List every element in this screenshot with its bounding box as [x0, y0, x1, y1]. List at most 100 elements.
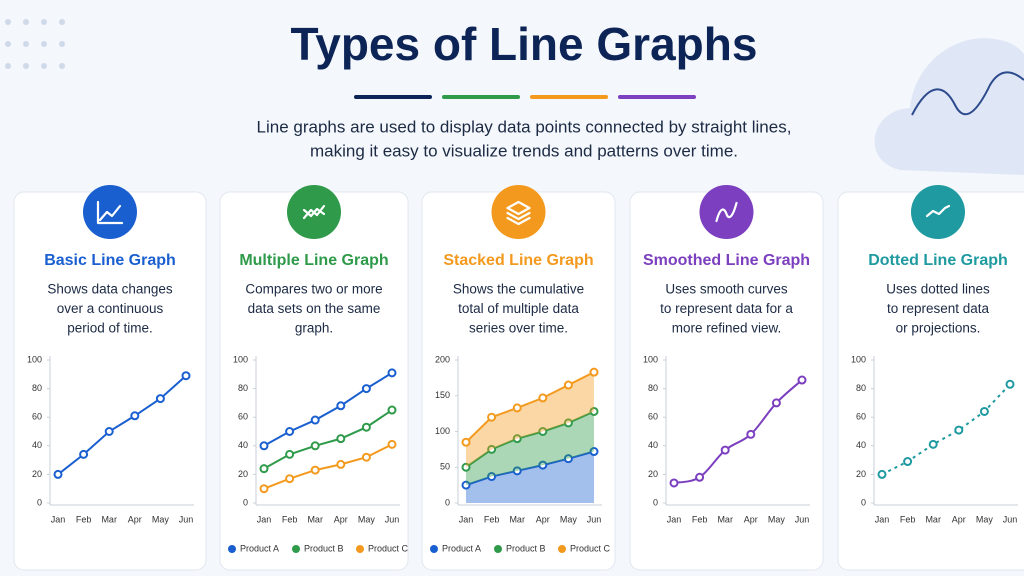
card-icon [491, 185, 546, 239]
y-tick-label: 60 [856, 412, 866, 422]
data-point [336, 401, 346, 411]
x-tick-label: Apr [334, 514, 348, 524]
card: Stacked Line Graph Shows the cumulative to… [421, 185, 616, 571]
x-tick-label: Apr [128, 514, 142, 524]
card-icon [911, 185, 965, 239]
data-point [336, 434, 346, 444]
card: Multiple Line Graph Compares two or more d… [219, 185, 409, 571]
x-tick-label: Jan [667, 514, 682, 524]
card-description: Uses smooth curves [665, 282, 788, 297]
card-description: Uses dotted lines [886, 282, 990, 297]
legend-swatch [292, 545, 300, 553]
y-tick-label: 20 [238, 469, 248, 479]
area-line [465, 371, 595, 443]
x-tick-label: May [768, 514, 786, 524]
y-tick-label: 100 [643, 354, 658, 364]
card-icon-glyph [506, 200, 531, 226]
data-point [155, 394, 165, 404]
card: Basic Line Graph Shows data changes over a… [13, 185, 207, 571]
data-point [589, 447, 599, 457]
decor-blob [874, 38, 1024, 175]
card-icon [83, 185, 137, 239]
data-point [538, 393, 548, 403]
y-tick-label: 40 [648, 440, 658, 450]
x-tick-label: Feb [282, 514, 298, 524]
data-point [181, 371, 191, 381]
data-point [954, 425, 964, 435]
y-tick-label: 40 [32, 440, 42, 450]
legend-swatch [558, 545, 566, 553]
x-tick-label: Mar [717, 514, 733, 524]
y-tick-label: 200 [435, 354, 450, 364]
y-tick-label: 80 [238, 383, 248, 393]
data-point [259, 441, 269, 451]
data-point [771, 398, 781, 408]
data-point [979, 406, 989, 416]
x-tick-label: Jan [51, 514, 66, 524]
data-point [361, 422, 371, 432]
y-tick-label: 0 [445, 497, 450, 507]
legend-swatch [356, 545, 364, 553]
data-point [720, 445, 730, 455]
data-point [387, 405, 397, 415]
y-tick-label: 0 [37, 497, 42, 507]
decor-wave [911, 71, 1024, 116]
y-tick-label: 150 [435, 390, 450, 400]
card-description: graph. [295, 321, 333, 336]
data-point [336, 459, 346, 469]
y-tick-label: 80 [856, 383, 866, 393]
card-background [837, 191, 1024, 571]
card-description: Compares two or more [245, 282, 382, 297]
card-description: to represent data [887, 301, 990, 316]
data-point [487, 412, 497, 422]
data-point [361, 384, 371, 394]
y-tick-label: 0 [653, 497, 658, 507]
data-point [538, 460, 548, 470]
data-point [589, 406, 599, 416]
line [57, 374, 187, 476]
data-point [538, 427, 548, 436]
data-point [461, 462, 471, 472]
card-icon-glyph [925, 204, 951, 218]
x-tick-label: Mar [101, 514, 117, 524]
card-description: Shows data changes [47, 282, 173, 297]
data-point [79, 449, 89, 459]
area-layer [466, 372, 594, 468]
line [263, 443, 393, 490]
data-point [512, 403, 522, 413]
data-point [53, 469, 63, 479]
y-tick-label: 100 [851, 354, 866, 364]
data-point [310, 415, 320, 425]
card-icon-glyph [96, 200, 124, 225]
card-icon-glyph [302, 204, 326, 220]
data-point [563, 454, 573, 464]
x-tick-label: Feb [484, 514, 500, 524]
card-title: Stacked Line Graph [443, 252, 593, 269]
card-icon-glyph [715, 201, 738, 223]
card-description: over a continuous [57, 301, 164, 316]
legend-label: Product C [368, 543, 409, 553]
data-point [563, 380, 573, 390]
card-title: Basic Line Graph [44, 252, 176, 269]
card-description: more refined view. [672, 321, 782, 336]
card-background [629, 191, 824, 571]
data-point [512, 466, 522, 476]
data-point [695, 472, 705, 482]
data-point [310, 441, 320, 451]
x-tick-label: Feb [76, 514, 92, 524]
card-title: Multiple Line Graph [239, 252, 388, 269]
x-tick-label: May [358, 514, 376, 524]
area-layer [466, 411, 594, 486]
x-tick-label: Jan [257, 514, 272, 524]
data-point [1005, 379, 1015, 389]
x-tick-label: May [976, 514, 994, 524]
data-point [259, 484, 269, 494]
area-line [465, 410, 595, 469]
legend-label: Product A [442, 543, 481, 553]
legend-swatch [494, 545, 502, 553]
data-point [669, 478, 679, 488]
y-tick-label: 60 [648, 412, 658, 422]
y-tick-label: 60 [238, 412, 248, 422]
